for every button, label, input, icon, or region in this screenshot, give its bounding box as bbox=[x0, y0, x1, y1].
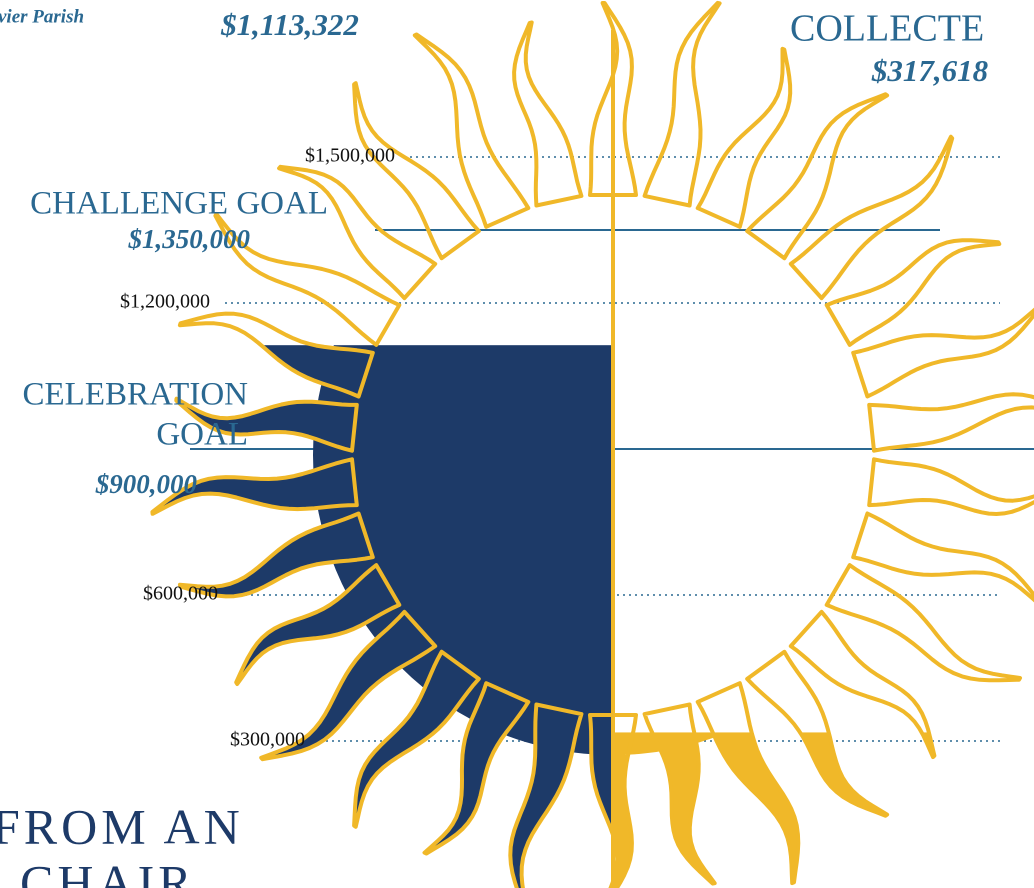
sun-ray bbox=[791, 137, 952, 298]
sun-ray bbox=[869, 394, 1034, 450]
y-tick-label: $1,500,000 bbox=[305, 145, 395, 167]
goal-label: GOAL bbox=[156, 417, 248, 453]
sun-ray bbox=[698, 49, 791, 227]
goal-value: $900,000 bbox=[95, 469, 198, 499]
y-tick-label: $300,000 bbox=[230, 729, 305, 751]
collected-label: COLLECTE bbox=[790, 8, 984, 50]
sun-ray bbox=[514, 23, 581, 206]
goal-label: CELEBRATION bbox=[23, 377, 249, 413]
goal-label: CHALLENGE GOAL bbox=[30, 186, 328, 222]
y-tick-label: $1,200,000 bbox=[120, 291, 210, 313]
sun-ray bbox=[827, 565, 1020, 680]
collected-value: $317,618 bbox=[871, 53, 989, 88]
goal-value: $1,350,000 bbox=[128, 224, 251, 254]
y-tick-label: $600,000 bbox=[143, 583, 218, 605]
fill-bar bbox=[613, 732, 1034, 888]
pledged-value: $1,113,322 bbox=[220, 7, 359, 42]
sun-ray bbox=[853, 514, 1034, 605]
sun-ray bbox=[853, 305, 1034, 396]
sun-ray bbox=[869, 459, 1034, 514]
sun-ray bbox=[645, 3, 720, 206]
chart: vier Parish $1,113,322 COLLECTE $317,618… bbox=[0, 0, 1034, 888]
footer: FROM AN bbox=[0, 798, 244, 854]
sun-ray bbox=[415, 35, 529, 227]
subtitle: vier Parish bbox=[0, 6, 84, 27]
footer: CHAIR bbox=[20, 854, 196, 888]
sun-ray bbox=[747, 94, 887, 258]
sun-ray bbox=[354, 83, 479, 258]
